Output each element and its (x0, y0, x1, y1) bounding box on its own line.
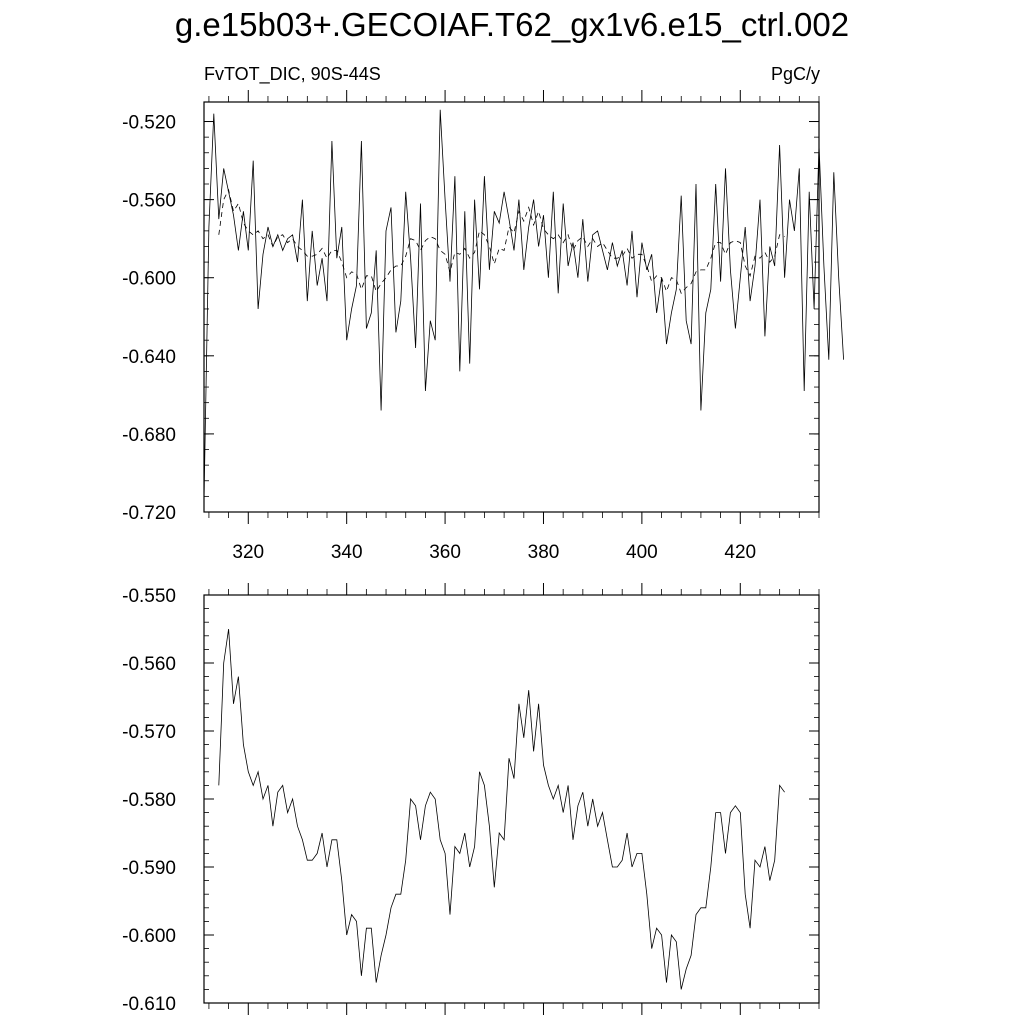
y-tick-label: -0.610 (122, 994, 176, 1015)
x-tick-label: 360 (429, 542, 461, 563)
y-tick-label: -0.640 (122, 347, 176, 368)
x-tick-label: 320 (232, 542, 264, 563)
y-tick-label: -0.560 (122, 654, 176, 675)
plot-frame-1 (203, 101, 820, 513)
y-tick-label: -0.720 (122, 503, 176, 524)
data-line-2 (218, 628, 785, 990)
chart-title: g.e15b03+.GECOIAF.T62_gx1v6.e15_ctrl.002 (174, 6, 850, 43)
y-tick-label: -0.590 (122, 858, 176, 879)
y-tick-label: -0.600 (122, 926, 176, 947)
y-tick-label: -0.520 (122, 113, 176, 134)
y-tick-label: -0.570 (122, 722, 176, 743)
plot-frame-2 (203, 594, 820, 1004)
x-tick-label: 400 (626, 542, 658, 563)
units-label: PgC/y (770, 64, 820, 84)
variable-label: FvTOT_DIC, 90S-44S (204, 64, 381, 84)
x-tick-label: 420 (724, 542, 756, 563)
running-mean-line-1 (218, 188, 785, 295)
x-tick-label: 340 (331, 542, 363, 563)
y-tick-label: -0.550 (122, 586, 176, 607)
x-tick-label: 380 (528, 542, 560, 563)
y-tick-label: -0.580 (122, 790, 176, 811)
y-tick-label: -0.560 (122, 191, 176, 212)
y-tick-label: -0.680 (122, 425, 176, 446)
data-line-1 (203, 109, 844, 501)
y-tick-label: -0.600 (122, 269, 176, 290)
